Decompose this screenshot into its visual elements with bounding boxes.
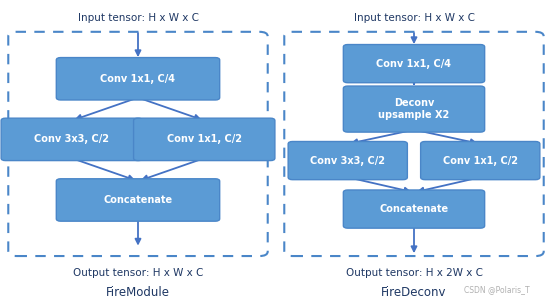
Text: Output tensor: H x 2W x C: Output tensor: H x 2W x C	[346, 268, 482, 278]
FancyBboxPatch shape	[343, 86, 485, 132]
FancyBboxPatch shape	[134, 118, 275, 161]
FancyBboxPatch shape	[343, 45, 485, 83]
Text: Input tensor: H x W x C: Input tensor: H x W x C	[77, 13, 199, 23]
Text: FireModule: FireModule	[106, 286, 170, 299]
Text: FireDeconv: FireDeconv	[381, 286, 447, 299]
FancyBboxPatch shape	[288, 142, 407, 180]
Text: Concatenate: Concatenate	[379, 204, 449, 214]
Text: Conv 1x1, C/4: Conv 1x1, C/4	[100, 74, 176, 84]
Text: Output tensor: H x W x C: Output tensor: H x W x C	[73, 268, 203, 278]
Text: Input tensor: H x W x C: Input tensor: H x W x C	[353, 13, 475, 23]
FancyBboxPatch shape	[1, 118, 142, 161]
Text: Deconv
upsample X2: Deconv upsample X2	[378, 98, 450, 120]
Text: Concatenate: Concatenate	[103, 195, 173, 205]
FancyBboxPatch shape	[56, 58, 220, 100]
Text: Conv 1x1, C/4: Conv 1x1, C/4	[376, 58, 452, 69]
FancyBboxPatch shape	[56, 179, 220, 221]
Text: Conv 3x3, C/2: Conv 3x3, C/2	[310, 155, 385, 166]
Text: Conv 1x1, C/2: Conv 1x1, C/2	[443, 155, 518, 166]
FancyBboxPatch shape	[343, 190, 485, 228]
Text: CSDN @Polaris_T: CSDN @Polaris_T	[464, 285, 530, 294]
FancyBboxPatch shape	[421, 142, 540, 180]
Text: Conv 1x1, C/2: Conv 1x1, C/2	[167, 134, 242, 145]
Text: Conv 3x3, C/2: Conv 3x3, C/2	[34, 134, 109, 145]
